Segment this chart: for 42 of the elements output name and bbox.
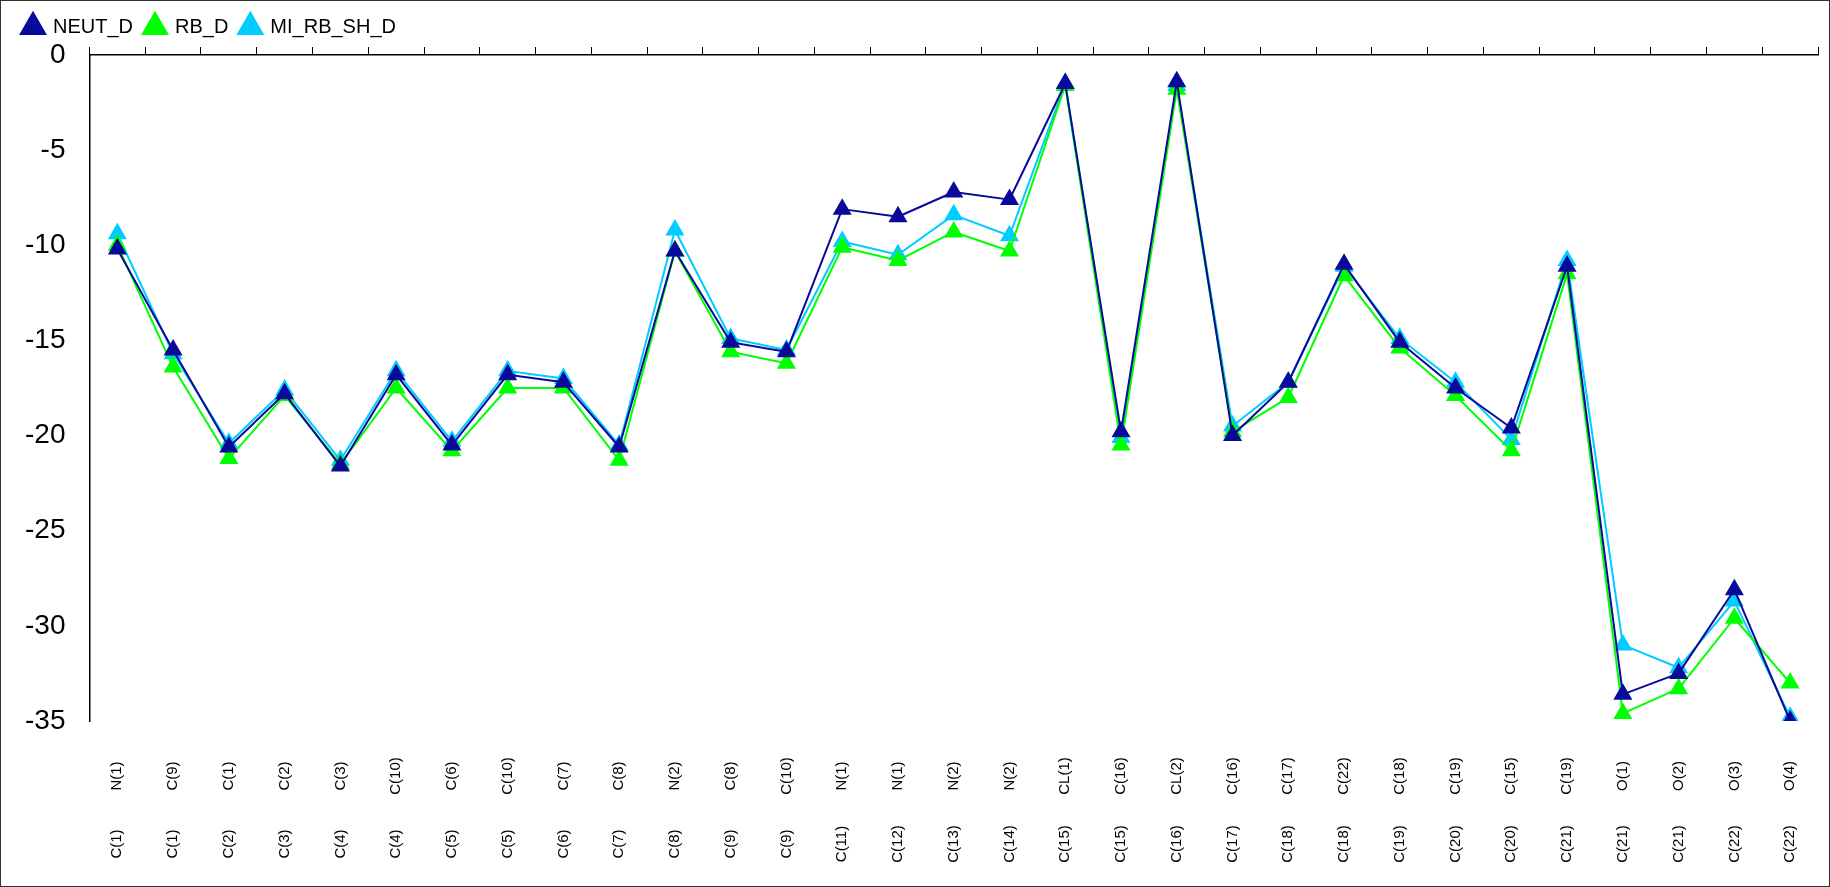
category-label: N(1) C(1) xyxy=(107,761,125,859)
category-label: N(2) C(8) xyxy=(665,761,683,859)
category-label: C(7) C(6) xyxy=(553,761,571,859)
category-label: C(9) C(1) xyxy=(163,761,181,859)
category-label: O(1) C(21) xyxy=(1612,761,1630,863)
y-tick-label: -5 xyxy=(40,132,66,164)
category-label: C(16) C(15) xyxy=(1111,757,1129,863)
category-label: C(10) C(4) xyxy=(386,757,404,859)
category-label: C(18) C(19) xyxy=(1389,757,1407,863)
category-label: C(19) C(20) xyxy=(1445,757,1463,863)
category-label: N(2) C(13) xyxy=(943,761,961,863)
y-tick-label: -35 xyxy=(25,703,66,735)
category-label: C(2) C(3) xyxy=(274,761,292,859)
y-tick-label: -15 xyxy=(25,323,66,355)
legend-label: RB_D xyxy=(175,14,229,38)
category-label: N(1) C(12) xyxy=(888,761,906,863)
category-label: CL(1) C(15) xyxy=(1055,757,1073,863)
y-tick-label: -30 xyxy=(25,608,66,640)
category-label: N(1) C(11) xyxy=(832,761,850,863)
y-tick-label: -10 xyxy=(25,228,66,259)
y-tick-label: -20 xyxy=(25,418,66,450)
category-label: O(4) C(22) xyxy=(1780,761,1798,863)
category-label: C(15) C(20) xyxy=(1501,757,1519,863)
category-label: C(8) C(9) xyxy=(720,761,738,859)
category-label: C(6) C(5) xyxy=(442,761,460,859)
category-label: C(10) C(5) xyxy=(497,757,515,859)
category-label: C(10) C(9) xyxy=(776,757,794,859)
category-label: C(8) C(7) xyxy=(609,761,627,859)
category-label: C(1) C(2) xyxy=(219,761,237,859)
y-tick-label: -25 xyxy=(25,513,66,545)
legend-label: NEUT_D xyxy=(53,14,134,38)
category-label: O(3) C(22) xyxy=(1724,761,1742,863)
category-label: C(17) C(18) xyxy=(1278,757,1296,863)
y-tick-label: 0 xyxy=(49,37,66,69)
category-label: N(2) C(14) xyxy=(999,761,1017,863)
category-label: CL(2) C(16) xyxy=(1166,757,1184,863)
category-label: O(2) C(21) xyxy=(1668,761,1686,863)
category-label: C(22) C(18) xyxy=(1334,757,1352,863)
category-label: C(3) C(4) xyxy=(330,761,348,859)
legend-label: MI_RB_SH_D xyxy=(270,14,396,38)
category-label: C(19) C(21) xyxy=(1557,757,1575,863)
category-label: C(16) C(17) xyxy=(1222,757,1240,863)
